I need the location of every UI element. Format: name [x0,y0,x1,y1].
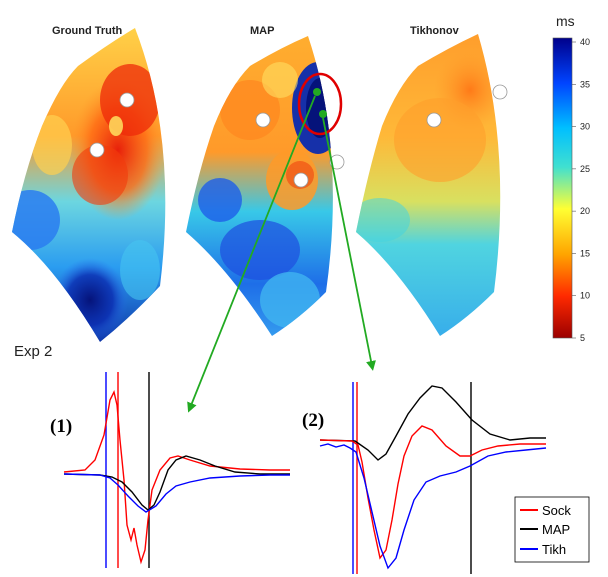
map-title-map: MAP [250,25,274,37]
probe-point-1 [313,88,321,96]
marker [329,154,345,170]
experiment-label: Exp 2 [14,343,52,360]
colorbar-tick-label: 25 [580,164,590,174]
highlight-circle [297,72,343,136]
marker [492,84,508,100]
legend-label-tikh: Tikh [542,542,566,557]
map-title-tikhonov: Tikhonov [410,25,460,37]
panel-2-tikh-trace [319,443,547,570]
panel-1-label: (1) [50,416,72,437]
map-tikhonov [356,34,501,336]
marker [89,142,105,158]
colorbar: ms 40 35 30 25 20 15 10 5 [552,13,590,343]
legend-label-map: MAP [542,522,570,537]
colorbar-unit: ms [556,13,575,29]
colorbar-tick-label: 20 [580,206,590,216]
marker [255,112,271,128]
colorbar-tick-label: 30 [580,122,590,132]
colorbar-tick-label: 5 [580,333,585,343]
panel-2-sock-trace [319,425,546,560]
colorbar-tick-label: 40 [580,37,590,47]
marker [426,112,442,128]
signal-panel-2: (2) [302,382,547,574]
map-ground-truth [12,28,166,342]
panel-1-sock-trace [63,389,290,565]
probe-point-2 [319,110,327,118]
panel-2-label: (2) [302,410,324,431]
map-title-ground-truth: Ground Truth [52,25,123,37]
colorbar-tick-label: 10 [580,291,590,301]
colorbar-tick-label: 35 [580,79,590,89]
panel-1-tikh-trace [63,473,290,513]
signal-panel-1: (1) [50,372,290,568]
legend-label-sock: Sock [542,503,571,518]
panel-1-map-trace [63,455,290,511]
legend: Sock MAP Tikh [514,496,590,563]
arrow-to-panel-1 [187,95,316,413]
marker [119,92,135,108]
arrow-to-panel-2 [322,117,376,371]
panel-2-map-trace [319,385,546,461]
colorbar-tick-label: 15 [580,248,590,258]
marker [293,172,309,188]
map-map [186,36,333,336]
